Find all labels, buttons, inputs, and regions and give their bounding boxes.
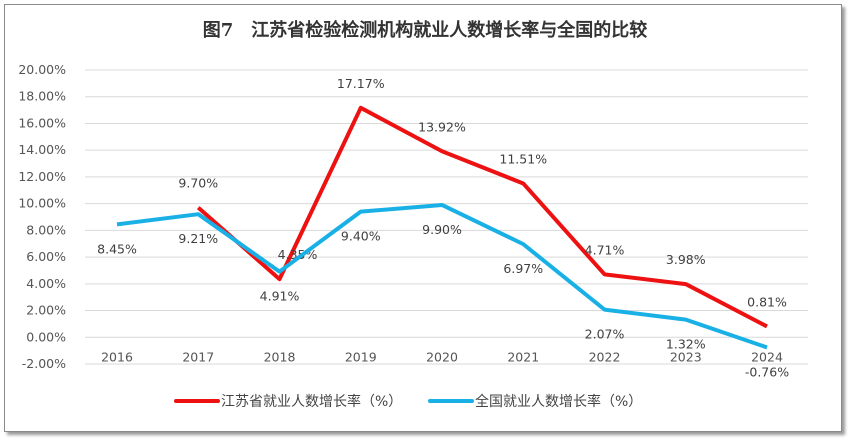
y-tick-label: 18.00%	[18, 89, 66, 104]
x-tick-label: 2023	[670, 349, 702, 364]
data-label: 3.98%	[666, 252, 706, 267]
series-line-1	[116, 202, 768, 350]
y-tick-label: 16.00%	[18, 115, 66, 130]
x-tick-label: 2019	[345, 349, 377, 364]
y-tick-label: -2.00%	[22, 356, 66, 371]
legend-label-jiangsu: 江苏省就业人数增长率（%）	[221, 393, 402, 410]
data-label: 1.32%	[666, 337, 706, 352]
data-label: 13.92%	[418, 119, 466, 134]
data-label: 17.17%	[337, 76, 385, 91]
y-tick-label: 4.00%	[26, 276, 66, 291]
x-tick-label: 2016	[101, 349, 133, 364]
data-label: 8.45%	[97, 241, 137, 256]
data-label: 0.81%	[747, 294, 787, 309]
x-tick-label: 2017	[182, 349, 214, 364]
legend-label-national: 全国就业人数增长率（%）	[475, 393, 642, 410]
data-label: 11.51%	[499, 151, 547, 166]
data-label: 6.97%	[503, 261, 543, 276]
y-tick-label: 10.00%	[18, 196, 66, 211]
series-line-0	[196, 105, 768, 329]
y-tick-label: 6.00%	[26, 249, 66, 264]
chart-title: 图7 江苏省检验检测机构就业人数增长率与全国的比较	[202, 20, 648, 41]
x-tick-label: 2022	[589, 349, 621, 364]
chart-frame	[4, 4, 842, 432]
data-label: -0.76%	[745, 364, 789, 379]
data-label: 9.70%	[178, 176, 218, 191]
data-label: 4.91%	[260, 289, 300, 304]
data-label: 9.21%	[178, 231, 218, 246]
y-tick-label: 8.00%	[26, 222, 66, 237]
x-tick-label: 2024	[751, 349, 783, 364]
data-label: 4.71%	[585, 242, 625, 257]
data-label: 9.40%	[341, 229, 381, 244]
data-label: 9.90%	[422, 222, 462, 237]
data-label: 2.07%	[585, 327, 625, 342]
x-tick-label: 2018	[264, 349, 296, 364]
y-tick-label: 20.00%	[18, 62, 66, 77]
x-tick-label: 2020	[426, 349, 458, 364]
y-tick-label: 2.00%	[26, 303, 66, 318]
y-tick-label: 14.00%	[18, 142, 66, 157]
x-tick-label: 2021	[507, 349, 539, 364]
y-tick-label: 12.00%	[18, 169, 66, 184]
y-tick-label: 0.00%	[26, 329, 66, 344]
